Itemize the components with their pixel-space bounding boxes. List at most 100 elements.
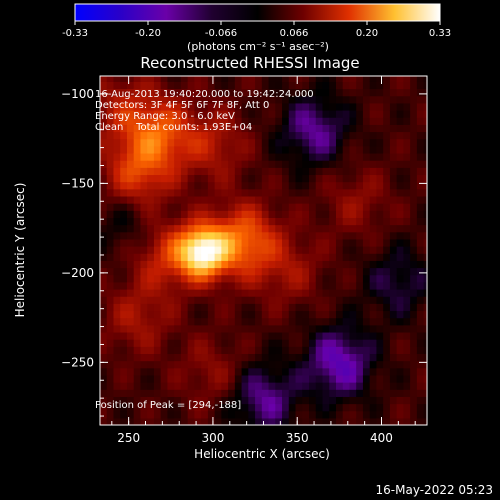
heatmap-cell bbox=[356, 417, 364, 425]
heatmap-cell bbox=[153, 76, 162, 82]
heatmap-cell bbox=[201, 367, 209, 376]
heatmap-cell bbox=[201, 188, 209, 197]
heatmap-cell bbox=[396, 403, 405, 412]
heatmap-cell bbox=[389, 124, 398, 133]
heatmap-cell bbox=[126, 117, 135, 125]
heatmap-cell bbox=[207, 160, 216, 168]
heatmap-cell bbox=[376, 288, 384, 297]
heatmap-cell bbox=[349, 417, 357, 425]
heatmap-cell bbox=[194, 181, 202, 190]
heatmap-cell bbox=[255, 203, 263, 211]
heatmap-cell bbox=[282, 81, 290, 90]
heatmap-cell bbox=[174, 367, 182, 376]
heatmap-cell bbox=[322, 288, 330, 297]
heatmap-cell bbox=[194, 353, 202, 362]
heatmap-cell bbox=[309, 253, 317, 261]
heatmap-cell bbox=[248, 417, 256, 425]
heatmap-cell bbox=[416, 124, 425, 133]
heatmap-cell bbox=[268, 260, 276, 269]
heatmap-cell bbox=[410, 382, 418, 390]
heatmap-cell bbox=[288, 346, 297, 355]
heatmap-cell bbox=[389, 188, 398, 197]
heatmap-cell bbox=[275, 317, 283, 326]
heatmap-cell bbox=[275, 267, 283, 276]
y-tick-label: −150 bbox=[61, 176, 94, 190]
heatmap-cell bbox=[349, 389, 357, 397]
heatmap-cell bbox=[268, 303, 276, 312]
heatmap-cell bbox=[241, 217, 249, 226]
heatmap-cell bbox=[376, 95, 384, 104]
heatmap-cell bbox=[322, 174, 330, 183]
heatmap-cell bbox=[248, 110, 256, 118]
heatmap-cell bbox=[349, 360, 357, 369]
heatmap-cell bbox=[187, 167, 195, 176]
heatmap-cell bbox=[261, 410, 270, 419]
heatmap-cell bbox=[282, 117, 290, 125]
heatmap-cell bbox=[147, 267, 155, 276]
heatmap-cell bbox=[113, 346, 121, 355]
heatmap-cell bbox=[160, 246, 169, 254]
heatmap-cell bbox=[295, 117, 303, 125]
heatmap-cell bbox=[126, 324, 135, 333]
heatmap-cell bbox=[309, 167, 317, 176]
heatmap-cell bbox=[120, 76, 128, 82]
heatmap-cell bbox=[342, 152, 351, 161]
heatmap-cell bbox=[228, 274, 236, 283]
heatmap-cell bbox=[153, 110, 162, 118]
heatmap-cell bbox=[356, 367, 364, 376]
heatmap-cell bbox=[194, 203, 202, 211]
heatmap-cell bbox=[140, 181, 148, 190]
heatmap-cell bbox=[221, 339, 229, 347]
heatmap-cell bbox=[356, 167, 364, 176]
heatmap-cell bbox=[207, 374, 216, 383]
heatmap-cell bbox=[261, 174, 270, 183]
heatmap-cell bbox=[309, 238, 317, 247]
heatmap-cell bbox=[396, 224, 405, 233]
heatmap-cell bbox=[403, 224, 411, 233]
heatmap-cell bbox=[221, 417, 229, 425]
heatmap-cell bbox=[369, 296, 378, 304]
heatmap-cell bbox=[221, 217, 229, 226]
heatmap-cell bbox=[362, 281, 371, 290]
heatmap-cell bbox=[133, 117, 142, 125]
heatmap-cell bbox=[241, 382, 249, 390]
heatmap-cell bbox=[261, 117, 270, 125]
heatmap-cell bbox=[234, 203, 243, 211]
heatmap-cell bbox=[410, 181, 418, 190]
heatmap-cell bbox=[120, 110, 128, 118]
heatmap-cell bbox=[133, 81, 142, 90]
heatmap-cell bbox=[207, 310, 216, 319]
heatmap-cell bbox=[416, 246, 425, 254]
heatmap-cell bbox=[147, 224, 155, 233]
heatmap-cell bbox=[207, 303, 216, 312]
heatmap-cell bbox=[241, 110, 249, 118]
heatmap-cell bbox=[147, 324, 155, 333]
heatmap-cell bbox=[322, 324, 330, 333]
heatmap-cell bbox=[288, 246, 297, 254]
heatmap-cell bbox=[207, 88, 216, 97]
heatmap-cell bbox=[248, 174, 256, 183]
heatmap-cell bbox=[410, 145, 418, 154]
heatmap-cell bbox=[335, 110, 344, 118]
heatmap-cell bbox=[349, 160, 357, 168]
heatmap-cell bbox=[160, 145, 169, 154]
heatmap-cell bbox=[295, 353, 303, 362]
heatmap-cell bbox=[147, 382, 155, 390]
heatmap-cell bbox=[180, 246, 189, 254]
heatmap-cell bbox=[322, 188, 330, 197]
heatmap-cell bbox=[106, 117, 115, 125]
heatmap-cell bbox=[335, 331, 344, 340]
heatmap-cell bbox=[369, 281, 378, 290]
heatmap-cell bbox=[207, 188, 216, 197]
heatmap-cell bbox=[403, 181, 411, 190]
heatmap-cell bbox=[416, 167, 425, 176]
heatmap-cell bbox=[302, 217, 310, 226]
heatmap-cell bbox=[315, 374, 324, 383]
heatmap-cell bbox=[255, 339, 263, 347]
heatmap-cell bbox=[356, 246, 364, 254]
heatmap-cell bbox=[288, 281, 297, 290]
heatmap-cell bbox=[187, 360, 195, 369]
heatmap-cell bbox=[106, 102, 115, 111]
heatmap-cell bbox=[214, 81, 222, 90]
heatmap-cell bbox=[416, 88, 425, 97]
